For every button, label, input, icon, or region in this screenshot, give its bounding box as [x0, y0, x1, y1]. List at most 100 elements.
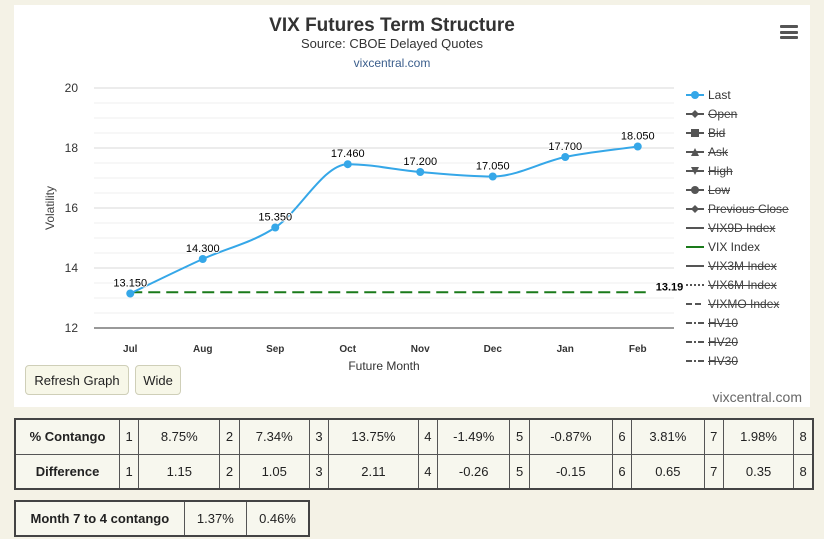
month-index-cell: 2 — [219, 418, 240, 455]
value-cell: 1.15 — [138, 453, 221, 490]
legend-item[interactable]: HV10 — [686, 313, 810, 332]
legend-symbol-icon — [686, 166, 704, 175]
data-point — [271, 223, 280, 232]
legend-label: Low — [708, 182, 731, 197]
month-index-cell: 3 — [308, 418, 330, 455]
legend-label: Ask — [708, 144, 729, 159]
legend-label: Open — [708, 106, 738, 121]
value-cell: 2.11 — [328, 453, 419, 490]
legend-symbol-icon — [686, 283, 704, 286]
legend-label: Last — [708, 87, 731, 102]
legend-item[interactable]: Open — [686, 104, 810, 123]
value-cell: 1.98% — [722, 418, 795, 455]
summary-table: Month 7 to 4 contango 1.37% 0.46% — [14, 500, 310, 537]
legend-item[interactable]: Bid — [686, 123, 810, 142]
legend-item[interactable]: HV30 — [686, 351, 810, 370]
legend-item[interactable]: Previous Close — [686, 199, 810, 218]
row-label: % Contango — [14, 418, 121, 455]
series-line-last — [129, 145, 638, 295]
x-tick-label: Jan — [557, 344, 574, 355]
value-cell: -1.49% — [436, 418, 511, 455]
legend-item[interactable]: VIX6M Index — [686, 275, 810, 294]
legend-label: VIX6M Index — [708, 277, 777, 292]
chart-legend: Last Open Bid Ask High Low Previous Close VIX9D… — [686, 85, 810, 370]
legend-item[interactable]: VIX Index — [686, 237, 810, 256]
month-index-cell: 5 — [509, 418, 530, 455]
table-row: % Contango 1 8.75% 2 7.34% 3 13.75% 4 -1.49% 5 -0.… — [14, 418, 814, 455]
value-cell: 0.65 — [631, 453, 705, 490]
month-index-cell: 7 — [703, 418, 724, 455]
data-point — [416, 168, 425, 176]
data-label: 17.200 — [403, 156, 437, 168]
legend-item[interactable]: HV20 — [686, 332, 810, 351]
data-point — [488, 172, 497, 181]
legend-item[interactable]: Low — [686, 180, 810, 199]
legend-item[interactable]: Last — [686, 85, 810, 104]
row-label: Difference — [14, 453, 121, 490]
value-cell: -0.15 — [528, 453, 613, 490]
legend-symbol-icon — [686, 359, 704, 362]
data-label-vix-index: 13.19 — [656, 281, 684, 293]
month-index-cell: 2 — [219, 453, 240, 490]
data-label: 15.350 — [258, 212, 292, 224]
value-cell: 0.35 — [722, 453, 795, 490]
credit-bottom[interactable]: vixcentral.com — [712, 389, 802, 405]
month-index-cell: 4 — [417, 453, 438, 490]
chart-subtitle: Source: CBOE Delayed Quotes — [300, 36, 484, 51]
legend-symbol-icon — [686, 321, 704, 324]
data-label: 17.460 — [331, 148, 365, 160]
legend-symbol-icon — [686, 245, 704, 248]
legend-symbol-icon — [686, 90, 704, 99]
summary-value-2: 0.46% — [246, 500, 310, 537]
x-tick-label: Nov — [411, 344, 430, 355]
legend-item[interactable]: VIX3M Index — [686, 256, 810, 275]
refresh-graph-button[interactable]: Refresh Graph — [25, 365, 129, 395]
summary-value-1: 1.37% — [183, 500, 248, 537]
legend-symbol-icon — [686, 264, 704, 267]
x-axis-title: Future Month — [348, 359, 419, 373]
value-cell: -0.87% — [528, 418, 613, 455]
y-tick-label: 18 — [65, 141, 79, 155]
source-link[interactable]: vixcentral.com — [353, 56, 431, 70]
value-cell: 7.34% — [238, 418, 310, 455]
value-cell: 1.05 — [238, 453, 310, 490]
legend-symbol-icon — [686, 147, 704, 156]
x-tick-label: Feb — [629, 344, 647, 355]
legend-item[interactable]: Ask — [686, 142, 810, 161]
legend-label: High — [708, 163, 733, 178]
x-tick-label: Aug — [193, 344, 212, 355]
value-cell: 13.75% — [328, 418, 419, 455]
contango-table: % Contango 1 8.75% 2 7.34% 3 13.75% 4 -1.49% 5 -0.… — [14, 418, 814, 490]
month-index-cell: 4 — [417, 418, 438, 455]
summary-label: Month 7 to 4 contango — [14, 500, 185, 537]
value-cell: 8.75% — [138, 418, 221, 455]
data-label: 18.050 — [621, 131, 655, 143]
legend-symbol-icon — [686, 128, 704, 137]
chart-plot: 12 14 16 18 20 Jul Aug Sep Oct Nov Dec Jan Feb Future… — [43, 81, 684, 373]
legend-label: Bid — [708, 125, 726, 140]
wide-button[interactable]: Wide — [135, 365, 181, 395]
legend-item[interactable]: High — [686, 161, 810, 180]
x-tick-label: Sep — [266, 344, 284, 355]
month-index-cell: 6 — [611, 418, 633, 455]
hamburger-menu-icon[interactable] — [780, 25, 798, 39]
legend-label: HV10 — [708, 315, 739, 330]
x-tick-label: Dec — [484, 344, 503, 355]
y-axis-title: Volatility — [43, 186, 57, 230]
month-index-cell: 8 — [793, 418, 814, 455]
legend-symbol-icon — [686, 226, 704, 229]
table-row: Difference 1 1.15 2 1.05 3 2.11 4 -0.26 5 -0.15 6 0.… — [14, 453, 814, 490]
legend-symbol-icon — [686, 109, 704, 118]
month-index-cell: 7 — [703, 453, 724, 490]
data-label: 17.700 — [548, 141, 582, 153]
value-cell: 3.81% — [631, 418, 705, 455]
data-point — [343, 160, 352, 169]
month-index-cell: 6 — [611, 453, 633, 490]
legend-item[interactable]: VIX9D Index — [686, 218, 810, 237]
data-label: 13.150 — [113, 278, 147, 290]
x-tick-label: Jul — [123, 344, 138, 355]
month-index-cell: 1 — [119, 418, 140, 455]
legend-label: VIX9D Index — [708, 220, 776, 235]
data-point — [126, 289, 135, 298]
legend-item[interactable]: VIXMO Index — [686, 294, 810, 313]
